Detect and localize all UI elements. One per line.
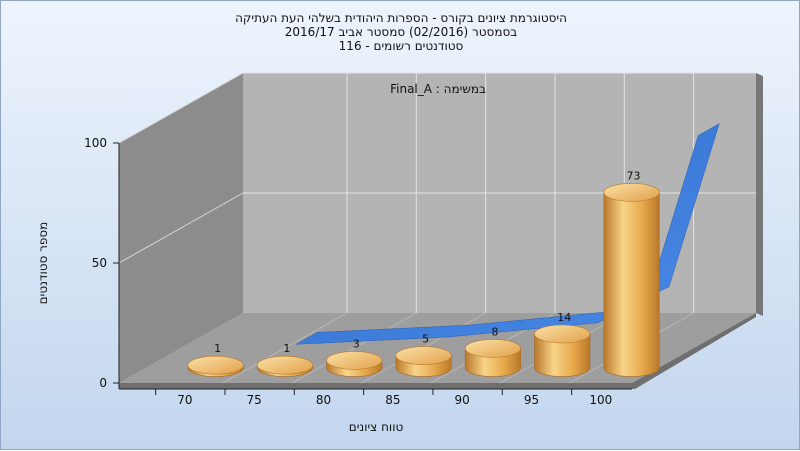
data-label: 73: [627, 169, 641, 182]
y-axis-label: מספר סטודנטים: [36, 222, 50, 305]
bar-90: 8: [464, 325, 521, 377]
chart-title-line-2: בסמסטר (02/2016) סמסטר אביב 2016/17: [284, 25, 518, 39]
data-label: 5: [422, 333, 429, 346]
data-label: 1: [214, 342, 221, 355]
bar-series: 1 1 3 5 8 14 73: [187, 169, 660, 377]
gridline-floor: [292, 312, 417, 384]
bar-85: 5: [395, 333, 452, 377]
back-wall-right-shadow: [756, 73, 763, 316]
overlay-ribbon-series: [295, 123, 720, 345]
chart-title: היסטוגרמת ציונים בקורס - הספרות היהודית …: [1, 11, 800, 53]
bar-cap: [256, 355, 313, 375]
x-tick-label: 90: [455, 393, 470, 407]
x-axis-label: טווח ציונים: [349, 420, 404, 434]
gridline-floor: [222, 312, 348, 384]
gridline-side: [118, 72, 244, 144]
x-tick-label: 70: [177, 393, 192, 407]
chart-subtitle: Final_A : במשימה: [390, 82, 486, 96]
bar-cap: [603, 183, 660, 202]
bar-cap: [187, 355, 244, 375]
bar-cap: [395, 346, 452, 365]
data-label: 14: [557, 311, 571, 324]
data-label: 1: [283, 342, 290, 355]
gridline-side: [118, 192, 244, 264]
x-tick-label: 95: [524, 393, 539, 407]
y-tick-label: 100: [84, 136, 107, 150]
x-tick-label: 85: [385, 393, 400, 407]
chart-title-line-1: היסטוגרמת ציונים בקורס - הספרות היהודית …: [235, 11, 567, 25]
data-label: 8: [491, 325, 498, 338]
overlay-ribbon-area: [295, 123, 720, 345]
bar-70: 1: [187, 342, 244, 377]
bar-100: 73: [603, 169, 660, 377]
x-tick-label: 80: [316, 393, 331, 407]
chart-title-line-3: סטודנטים רשומים - 116: [338, 39, 464, 53]
bar-95: 14: [534, 311, 591, 377]
bar-cap: [534, 324, 591, 344]
data-label: 3: [353, 337, 360, 350]
bar-cap: [326, 351, 383, 370]
bar-75: 1: [256, 342, 313, 377]
x-tick-label: 75: [247, 393, 262, 407]
bar-body: [603, 192, 660, 377]
bar-cap: [464, 339, 521, 358]
x-tick-label: 100: [589, 393, 612, 407]
bar-80: 3: [326, 337, 383, 377]
y-tick-label: 50: [92, 256, 107, 270]
y-tick-label: 0: [99, 376, 107, 390]
bar-body: [534, 333, 591, 377]
